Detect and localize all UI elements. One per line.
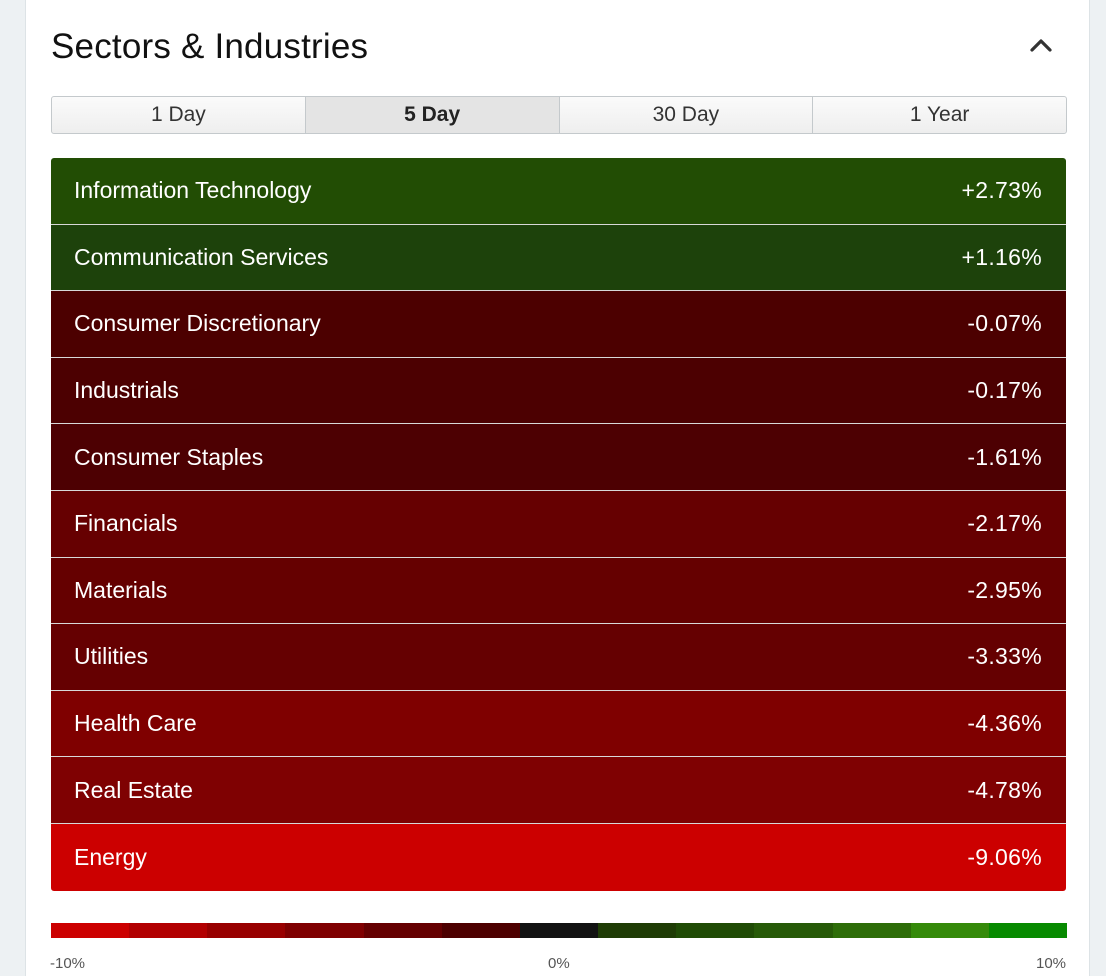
- sector-name: Industrials: [74, 377, 179, 404]
- sector-row[interactable]: Information Technology +2.73%: [51, 158, 1066, 225]
- scale-max-label: 10%: [1036, 955, 1067, 972]
- tab-30-day[interactable]: 30 Day: [558, 97, 813, 133]
- scale-mid-label: 0%: [548, 955, 570, 972]
- color-scale-segment: [832, 923, 911, 938]
- color-scale-segment: [754, 923, 833, 938]
- sector-change: +2.73%: [961, 177, 1042, 204]
- sector-name: Energy: [74, 843, 147, 870]
- scale-min-label: -10%: [50, 955, 86, 972]
- sector-change: -0.07%: [967, 310, 1042, 337]
- section-title: Sectors & Industries: [51, 27, 369, 66]
- color-scale-segment: [441, 923, 520, 938]
- color-scale-segment: [676, 923, 755, 938]
- sector-change: -4.36%: [967, 710, 1042, 737]
- color-scale-segment: [207, 923, 286, 938]
- collapse-button[interactable]: [1024, 30, 1058, 60]
- sector-row[interactable]: Industrials -0.17%: [51, 357, 1066, 425]
- tab-5-day[interactable]: 5 Day: [304, 97, 559, 133]
- sector-row[interactable]: Health Care -4.36%: [51, 690, 1066, 758]
- color-scale-segment: [129, 923, 208, 938]
- sector-row[interactable]: Communication Services +1.16%: [51, 224, 1066, 292]
- color-scale-segment: [910, 923, 989, 938]
- sector-change: -2.17%: [967, 510, 1042, 537]
- sectors-card: Sectors & Industries 1 Day 5 Day 30 Day 1 Y…: [25, 0, 1090, 976]
- sector-name: Utilities: [74, 643, 149, 670]
- sector-name: Consumer Staples: [74, 443, 264, 470]
- sector-list: Information Technology +2.73% Communicatio…: [51, 158, 1066, 891]
- sector-change: -4.78%: [967, 776, 1042, 803]
- sector-name: Information Technology: [74, 177, 312, 204]
- sector-name: Communication Services: [74, 243, 329, 270]
- color-scale-segment: [363, 923, 442, 938]
- sector-change: -3.33%: [967, 643, 1042, 670]
- sector-name: Health Care: [74, 710, 197, 737]
- color-scale-segment: [51, 923, 130, 938]
- sector-change: -0.17%: [967, 377, 1042, 404]
- color-scale-segment: [519, 923, 599, 938]
- sector-change: -9.06%: [967, 843, 1042, 870]
- sector-row[interactable]: Energy -9.06%: [51, 823, 1066, 891]
- sector-change: +1.16%: [961, 243, 1042, 270]
- sector-row[interactable]: Materials -2.95%: [51, 557, 1066, 625]
- sector-change: -2.95%: [967, 576, 1042, 603]
- chevron-up-icon: [1030, 39, 1052, 52]
- sector-name: Financials: [74, 510, 178, 537]
- color-scale-segment: [285, 923, 364, 938]
- sector-name: Real Estate: [74, 776, 193, 803]
- sector-name: Consumer Discretionary: [74, 310, 321, 337]
- tab-1-day[interactable]: 1 Day: [150, 103, 206, 126]
- sector-row[interactable]: Consumer Discretionary -0.07%: [51, 291, 1066, 358]
- sector-row[interactable]: Real Estate -4.78%: [51, 757, 1066, 824]
- sector-row[interactable]: Utilities -3.33%: [51, 624, 1066, 691]
- color-scale-segment: [598, 923, 677, 938]
- color-scale-segment: [988, 923, 1068, 938]
- sector-row[interactable]: Consumer Staples -1.61%: [51, 424, 1066, 491]
- color-scale-bar: [51, 923, 1068, 938]
- sector-name: Materials: [74, 576, 168, 603]
- period-tabs: 1 Day 5 Day 30 Day 1 Year: [51, 96, 1067, 134]
- sector-change: -1.61%: [967, 443, 1042, 470]
- tab-1-year[interactable]: 1 Year: [812, 97, 1066, 133]
- sector-row[interactable]: Financials -2.17%: [51, 490, 1066, 558]
